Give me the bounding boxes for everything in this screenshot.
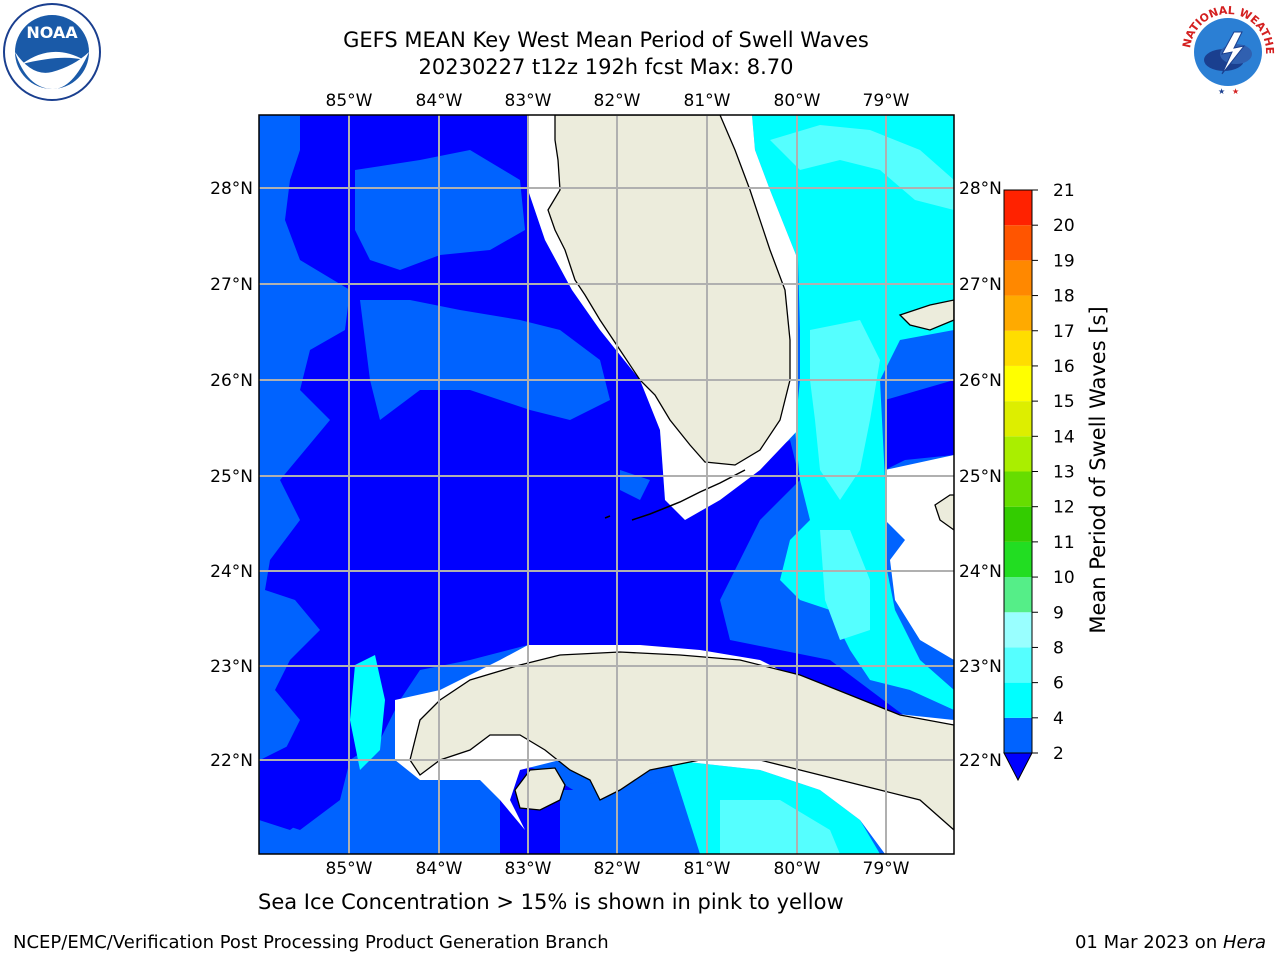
- lat-label-left: 28°N: [210, 179, 253, 199]
- lon-label-bottom: 85°W: [326, 859, 373, 879]
- lat-label-left: 26°N: [210, 371, 253, 391]
- colorbar-title: Mean Period of Swell Waves [s]: [1086, 306, 1110, 634]
- lon-label-top: 80°W: [774, 91, 821, 111]
- map-title-line1: GEFS MEAN Key West Mean Period of Swell …: [343, 28, 869, 52]
- footer-machine: Hera: [1222, 932, 1266, 953]
- svg-text:★: ★: [1232, 87, 1239, 96]
- map-frame: [258, 114, 955, 855]
- lon-label-top: 85°W: [326, 91, 373, 111]
- colorbar-tick-label: 15: [1053, 392, 1075, 412]
- lat-label-right: 25°N: [959, 467, 1002, 487]
- colorbar-tick-label: 12: [1053, 498, 1075, 518]
- lat-labels-left: 28°N 27°N 26°N 25°N 24°N 23°N 22°N: [210, 179, 253, 771]
- lat-label-left: 24°N: [210, 562, 253, 582]
- colorbar-segment: [1004, 506, 1032, 542]
- footer-date: 01 Mar 2023 on Hera: [1075, 932, 1266, 953]
- colorbar-segment: [1004, 190, 1032, 226]
- lat-labels-right: 28°N 27°N 26°N 25°N 24°N 23°N 22°N: [959, 179, 1002, 771]
- colorbar-segment: [1004, 577, 1032, 613]
- land-keys: [604, 469, 746, 521]
- colorbar-tick-label: 4: [1053, 709, 1064, 729]
- lon-label-top: 83°W: [505, 91, 552, 111]
- lon-label-top: 82°W: [594, 91, 641, 111]
- land-florida: [547, 115, 791, 466]
- colorbar-tick-label: 18: [1053, 287, 1075, 307]
- lat-label-right: 27°N: [959, 275, 1002, 295]
- noaa-logo-text: NOAA: [26, 23, 78, 42]
- swell-6-8-south: [720, 800, 840, 854]
- swell-2-4-inner-c: [620, 470, 650, 500]
- colorbar-segment: [1004, 295, 1032, 331]
- colorbar-tick-label: 13: [1053, 463, 1075, 483]
- colorbar-tick-label: 10: [1053, 568, 1075, 588]
- colorbar-segment: [1004, 612, 1032, 648]
- lat-label-right: 23°N: [959, 657, 1002, 677]
- lat-label-left: 22°N: [210, 751, 253, 771]
- footer-credit: NCEP/EMC/Verification Post Processing Pr…: [13, 932, 609, 953]
- swell-lt2-east: [885, 380, 954, 470]
- colorbar-tick-label: 6: [1053, 674, 1064, 694]
- lon-labels-top: 85°W 84°W 83°W 82°W 81°W 80°W 79°W: [326, 91, 910, 111]
- lat-label-right: 26°N: [959, 371, 1002, 391]
- colorbar-extend-arrow: [1003, 752, 1033, 782]
- swell-2-4-inner-b: [360, 300, 610, 420]
- lon-label-bottom: 81°W: [684, 859, 731, 879]
- lat-label-right: 24°N: [959, 562, 1002, 582]
- swell-2-4-south: [560, 760, 710, 854]
- lon-label-bottom: 80°W: [774, 859, 821, 879]
- swell-4-6-west: [350, 655, 385, 770]
- colorbar-segment: [1004, 260, 1032, 296]
- colorbar-tick-label: 19: [1053, 251, 1075, 271]
- swell-lt2-region-gulf: [262, 115, 954, 830]
- lon-label-top: 81°W: [684, 91, 731, 111]
- colorbar-tick-label: 11: [1053, 533, 1075, 553]
- colorbar-tick-label: 20: [1053, 216, 1075, 236]
- colorbar-tick-label: 2: [1053, 744, 1064, 764]
- lat-label-left: 25°N: [210, 467, 253, 487]
- map-title-line2: 20230227 t12z 192h fcst Max: 8.70: [418, 55, 794, 79]
- lat-label-left: 27°N: [210, 275, 253, 295]
- map-panel: [259, 115, 954, 854]
- colorbar-segment: [1004, 436, 1032, 472]
- lon-label-top: 79°W: [863, 91, 910, 111]
- footer-date-text: 01 Mar 2023 on: [1074, 932, 1223, 953]
- colorbar-tick-label: 14: [1053, 427, 1075, 447]
- colorbar-segment: [1004, 471, 1032, 507]
- noaa-logo: NOAA: [3, 3, 101, 101]
- sea-ice-note: Sea Ice Concentration > 15% is shown in …: [258, 890, 844, 914]
- svg-text:★: ★: [1218, 87, 1225, 96]
- colorbar-tick-label: 8: [1053, 638, 1064, 658]
- colorbar-segment: [1004, 330, 1032, 366]
- lon-label-bottom: 84°W: [416, 859, 463, 879]
- swell-6-8-region-c: [820, 530, 870, 640]
- lon-label-top: 84°W: [416, 91, 463, 111]
- nws-logo: NATIONAL WEATHER SERVICE ★ ★: [1178, 2, 1276, 99]
- colorbar-segment: [1004, 225, 1032, 261]
- lat-label-left: 23°N: [210, 657, 253, 677]
- colorbar-tick-label: 21: [1053, 181, 1075, 201]
- land-cuba: [409, 651, 954, 831]
- colorbar-tick-label: 9: [1053, 603, 1064, 623]
- colorbar-segment: [1004, 717, 1032, 753]
- colorbar-tick-label: 17: [1053, 322, 1075, 342]
- colorbar: 2 4 6 8 9 10 11 12 13 14 15 16 17 18 19 20 21: [1003, 181, 1075, 782]
- swell-6-8-region-b: [810, 320, 880, 500]
- colorbar-segment: [1004, 682, 1032, 718]
- lon-label-bottom: 83°W: [505, 859, 552, 879]
- lon-label-bottom: 82°W: [594, 859, 641, 879]
- lon-labels-bottom: 85°W 84°W 83°W 82°W 81°W 80°W 79°W: [326, 859, 910, 879]
- colorbar-segment: [1004, 365, 1032, 402]
- land-bahamas-andros: [934, 494, 954, 531]
- land-grand-bahama: [898, 299, 954, 331]
- lat-label-right: 22°N: [959, 751, 1002, 771]
- colorbar-segment: [1004, 647, 1032, 683]
- graticule: [259, 115, 954, 854]
- colorbar-segment: [1004, 401, 1032, 437]
- swell-lt2-sw: [259, 740, 335, 830]
- lon-label-bottom: 79°W: [863, 859, 910, 879]
- colorbar-tick-label: 16: [1053, 357, 1075, 377]
- colorbar-segment: [1004, 541, 1032, 578]
- lat-label-right: 28°N: [959, 179, 1002, 199]
